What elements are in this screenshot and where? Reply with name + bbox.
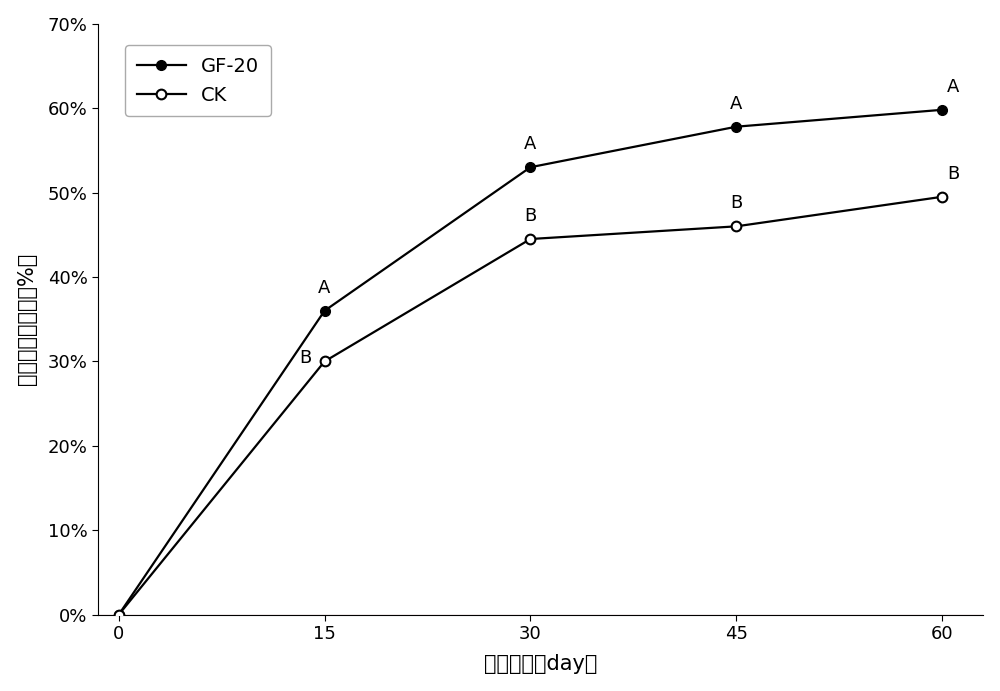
- Text: B: B: [730, 194, 742, 212]
- GF-20: [524, 163, 536, 171]
- Text: B: B: [299, 349, 311, 367]
- Text: B: B: [524, 207, 537, 225]
- Text: A: A: [947, 78, 959, 96]
- Text: A: A: [730, 95, 742, 113]
- Text: A: A: [318, 279, 331, 297]
- Text: B: B: [947, 165, 959, 183]
- CK: [319, 357, 331, 366]
- GF-20: [936, 106, 948, 114]
- Text: A: A: [524, 135, 537, 153]
- CK: [524, 235, 536, 243]
- Line: CK: CK: [114, 192, 947, 620]
- GF-20: [730, 122, 742, 131]
- CK: [113, 611, 125, 619]
- X-axis label: 测定时间（day）: 测定时间（day）: [484, 654, 597, 674]
- CK: [936, 193, 948, 201]
- Y-axis label: 玉米秸秼降解率（%）: 玉米秸秼降解率（%）: [17, 253, 37, 386]
- GF-20: [113, 611, 125, 619]
- CK: [730, 223, 742, 231]
- GF-20: [319, 307, 331, 315]
- Legend: GF-20, CK: GF-20, CK: [125, 45, 271, 116]
- Line: GF-20: GF-20: [114, 105, 947, 620]
